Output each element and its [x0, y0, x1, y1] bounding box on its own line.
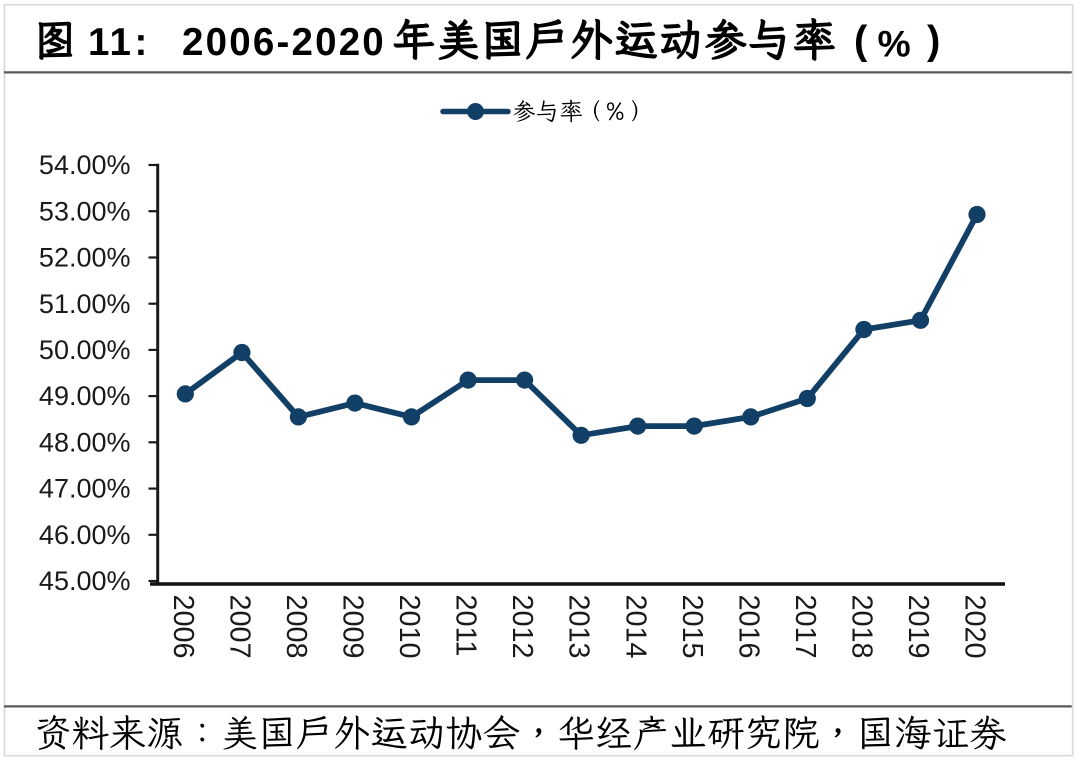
svg-text:46.00%: 46.00%: [39, 520, 131, 550]
svg-text:2009: 2009: [337, 595, 369, 659]
svg-text:2012: 2012: [506, 595, 538, 659]
svg-text:2020: 2020: [959, 595, 991, 659]
svg-text:11: 11: [88, 21, 133, 64]
svg-text::: :: [135, 21, 150, 64]
svg-text:47.00%: 47.00%: [39, 474, 131, 504]
svg-text:(: (: [854, 19, 868, 63]
svg-text:%: %: [878, 23, 911, 65]
svg-text:2006: 2006: [167, 595, 199, 659]
svg-text:2019: 2019: [902, 595, 934, 659]
svg-text:51.00%: 51.00%: [39, 289, 131, 319]
svg-text:2013: 2013: [563, 595, 595, 659]
svg-text:2008: 2008: [280, 595, 312, 659]
svg-text:2016: 2016: [732, 595, 764, 659]
svg-text:49.00%: 49.00%: [39, 381, 131, 411]
svg-text:2011: 2011: [450, 595, 482, 657]
svg-text:45.00%: 45.00%: [39, 566, 131, 596]
svg-text:2007: 2007: [224, 595, 256, 659]
svg-text:): ): [927, 19, 940, 63]
svg-text:2014: 2014: [619, 595, 651, 659]
svg-text:2017: 2017: [789, 595, 821, 659]
svg-text:53.00%: 53.00%: [39, 196, 131, 226]
svg-text:2010: 2010: [393, 595, 425, 659]
svg-text:2015: 2015: [676, 595, 708, 659]
svg-text:52.00%: 52.00%: [39, 243, 131, 273]
svg-text:48.00%: 48.00%: [39, 427, 131, 457]
svg-text:50.00%: 50.00%: [39, 335, 131, 365]
svg-text:2018: 2018: [846, 595, 878, 659]
svg-text:54.00%: 54.00%: [39, 150, 131, 180]
svg-text:2006-2020: 2006-2020: [182, 21, 386, 64]
